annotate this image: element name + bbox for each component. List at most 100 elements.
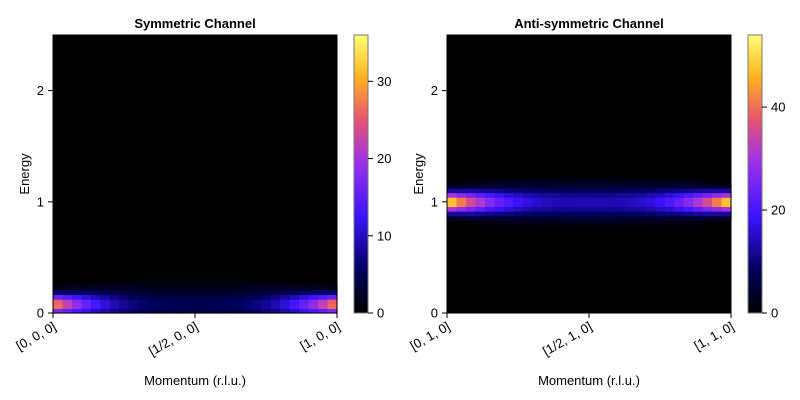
- heatmap-cell: [242, 285, 253, 291]
- heatmap-cell: [721, 197, 732, 203]
- heatmap-cell: [607, 187, 618, 194]
- heatmap-cell: [579, 211, 590, 217]
- heatmap-cell: [484, 183, 495, 189]
- heatmap-cell: [90, 294, 101, 300]
- heatmap-cell: [674, 183, 685, 189]
- heatmap-cell: [674, 197, 685, 203]
- heatmap-cell: [570, 201, 581, 208]
- x-axis: [0, 1, 0] [1/2, 1, 0] [1, 1, 0]: [407, 313, 737, 359]
- heatmap-cell: [465, 201, 476, 208]
- heatmap-cell: [147, 280, 158, 286]
- heatmap-cell: [138, 303, 149, 309]
- heatmap-cell: [560, 187, 571, 194]
- heatmap-cell: [636, 211, 647, 217]
- heatmap-cell: [100, 299, 111, 305]
- heatmap-cell: [90, 299, 101, 305]
- heatmap-cell: [560, 197, 571, 203]
- heatmap-cell: [53, 294, 64, 300]
- heatmap-cell: [128, 289, 139, 296]
- heatmap-cell: [664, 220, 675, 226]
- panel-antisymmetric: Anti-symmetric Channel 0 1 2 [0, 1, 0] [1/2…: [407, 16, 785, 388]
- heatmap-cell: [522, 183, 533, 189]
- heatmap-cell: [721, 192, 732, 198]
- heatmap-cell: [513, 187, 524, 194]
- heatmap-cell: [465, 215, 476, 221]
- heatmap-cell: [503, 220, 514, 226]
- heatmap-cell: [289, 285, 300, 291]
- heatmap-cell: [551, 178, 562, 184]
- heatmap-cell: [551, 211, 562, 217]
- heatmap-cell: [683, 215, 694, 221]
- heatmap-cell: [299, 303, 310, 309]
- heatmap-cell: [280, 285, 291, 291]
- heatmap-cell: [90, 289, 101, 296]
- colorbar-ticks: 0 10 20 30: [368, 74, 391, 321]
- heatmap-cell: [447, 197, 458, 203]
- heatmap-cell: [447, 183, 458, 189]
- heatmap-cell: [242, 308, 253, 314]
- heatmap-cell: [598, 220, 609, 226]
- heatmap-cell: [503, 215, 514, 221]
- heatmap-cell: [626, 197, 637, 203]
- x-tick-label: [1/2, 0, 0]: [146, 319, 200, 359]
- heatmap-cell: [447, 192, 458, 198]
- heatmap-cell: [223, 280, 234, 286]
- heatmap-cell: [62, 299, 73, 305]
- heatmap-cell: [90, 308, 101, 314]
- heatmap-cell: [636, 215, 647, 221]
- heatmap-cell: [53, 308, 64, 314]
- heatmap-cell: [447, 211, 458, 217]
- heatmap-cell: [617, 220, 628, 226]
- heatmap-cell: [664, 201, 675, 208]
- heatmap-cell: [494, 206, 505, 212]
- heatmap-cell: [185, 285, 196, 291]
- x-tick-label: [1, 1, 0]: [691, 319, 736, 354]
- heatmap-cell: [617, 201, 628, 208]
- heatmap-cell: [119, 280, 130, 286]
- heatmap-cell: [702, 183, 713, 189]
- heatmap-cell: [327, 299, 338, 305]
- heatmap-cell: [712, 187, 723, 194]
- heatmap-cell: [541, 220, 552, 226]
- heatmap-cell: [589, 211, 600, 217]
- heatmap-cell: [541, 201, 552, 208]
- heatmap-cell: [626, 206, 637, 212]
- heatmap-cell: [119, 285, 130, 291]
- heatmap-cell: [674, 178, 685, 184]
- heatmap-cell: [541, 187, 552, 194]
- heatmap-cell: [213, 280, 224, 286]
- heatmap-cell: [712, 206, 723, 212]
- heatmap-cell: [261, 299, 272, 305]
- heatmap-cell: [157, 294, 168, 300]
- heatmap-cell: [674, 192, 685, 198]
- heatmap-cell: [551, 220, 562, 226]
- y-tick-label: 0: [431, 306, 438, 321]
- heatmap-cell: [318, 299, 329, 305]
- heatmap-cell: [655, 206, 666, 212]
- heatmap-cell: [579, 201, 590, 208]
- heatmap-cell: [100, 303, 111, 309]
- heatmap-cell: [645, 220, 656, 226]
- heatmap-cell: [176, 308, 187, 314]
- heatmap-cell: [570, 211, 581, 217]
- heatmap-cell: [475, 187, 486, 194]
- heatmap-cell: [456, 215, 467, 221]
- heatmap-cell: [513, 197, 524, 203]
- heatmap-cell: [589, 178, 600, 184]
- heatmap-cell: [280, 280, 291, 286]
- heatmap-cell: [232, 285, 243, 291]
- heatmap-cell: [242, 303, 253, 309]
- heatmap-cell: [81, 299, 92, 305]
- heatmap-cell: [645, 211, 656, 217]
- heatmap-cell: [456, 192, 467, 198]
- heatmap-cell: [138, 285, 149, 291]
- heatmap-cell: [185, 299, 196, 305]
- heatmap-cell: [532, 206, 543, 212]
- heatmap-cell: [71, 308, 82, 314]
- heatmap-cell: [157, 280, 168, 286]
- heatmap-cell: [166, 294, 177, 300]
- heatmap-cell: [465, 192, 476, 198]
- heatmap-cell: [626, 183, 637, 189]
- heatmap-cell: [721, 206, 732, 212]
- heatmap-cell: [494, 192, 505, 198]
